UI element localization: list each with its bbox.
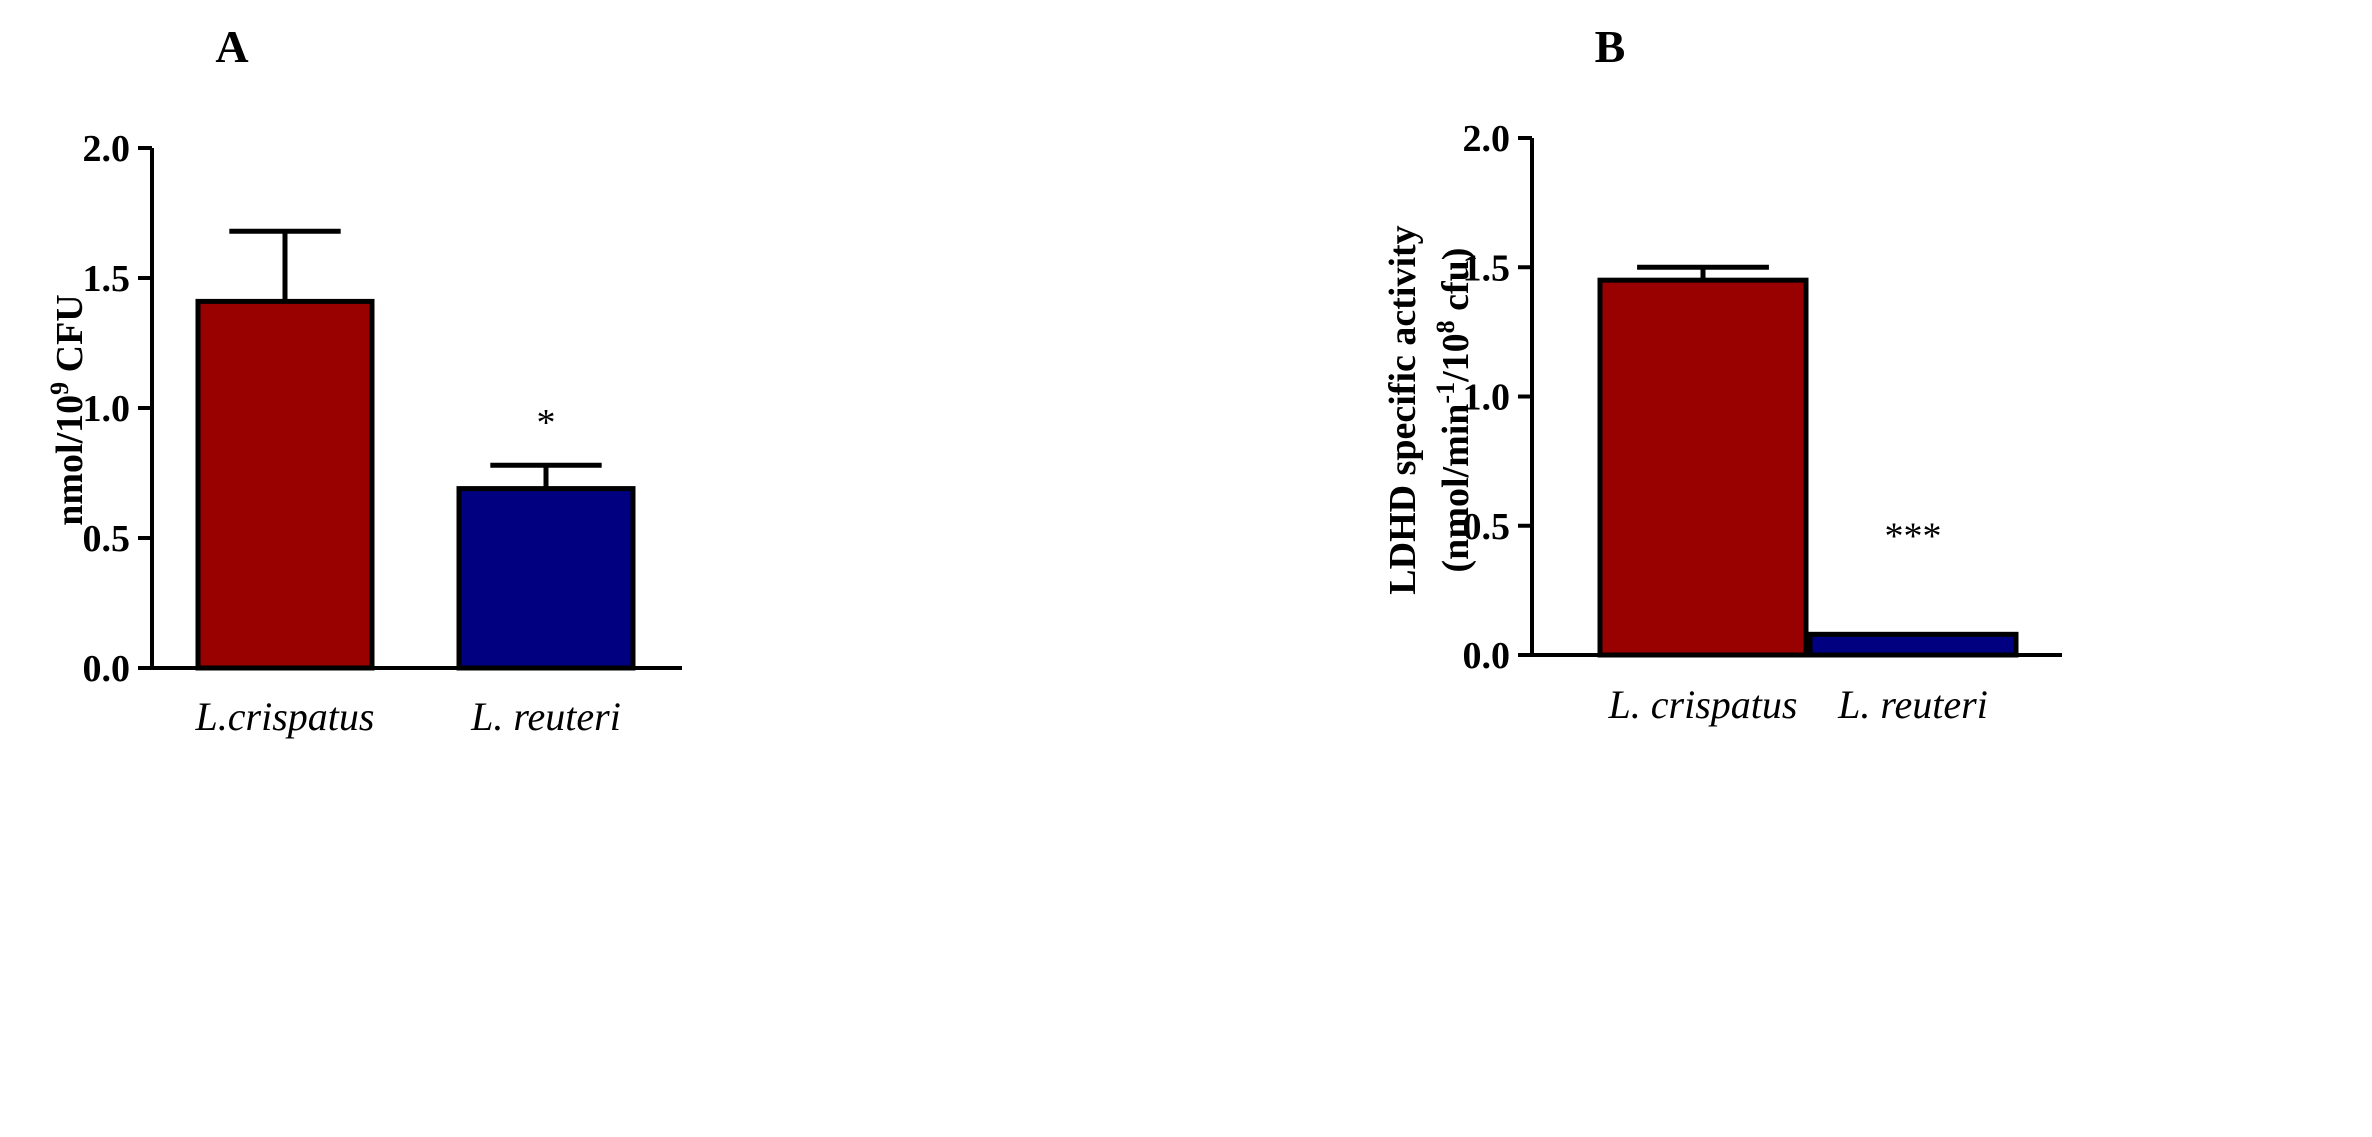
panel-a-ylabel: nmol/109 CFU bbox=[45, 294, 92, 526]
panel-a-bar bbox=[456, 486, 636, 671]
panel-a-category-label: L.crispatus bbox=[195, 694, 375, 739]
panel-b: B LDHD specific activity (nmol/min-1/108… bbox=[1382, 21, 2062, 727]
panel-a: A nmol/109 CFU 0.0 0.5 1.0 1.5 2.0 * L.crisp… bbox=[45, 21, 682, 739]
panel-a-category-label: L. reuteri bbox=[470, 694, 621, 739]
panel-b-ytick-label: 2.0 bbox=[1463, 118, 1511, 160]
panel-b-significance-marker: *** bbox=[1885, 515, 1942, 557]
panel-b-ylabel-line1: LDHD specific activity bbox=[1382, 225, 1424, 594]
panel-a-significance-marker: * bbox=[537, 402, 556, 444]
panel-a-bar bbox=[195, 298, 375, 671]
panel-a-ytick-label: 1.0 bbox=[83, 388, 131, 430]
panel-b-bar bbox=[1807, 631, 2019, 658]
panel-b-category-label: L. crispatus bbox=[1608, 682, 1798, 727]
panel-b-category-label: L. reuteri bbox=[1837, 682, 1988, 727]
panel-a-ytick-label: 1.5 bbox=[83, 258, 131, 300]
panel-b-ytick-label: 0.0 bbox=[1463, 635, 1511, 677]
panel-b-ytick-label: 0.5 bbox=[1463, 506, 1511, 548]
panel-a-ytick-label: 0.0 bbox=[83, 648, 131, 690]
panel-b-bar bbox=[1597, 277, 1809, 658]
panel-a-ytick-label: 2.0 bbox=[83, 128, 131, 170]
panel-b-ylabel-line2: (nmol/min-1/108 cfu) bbox=[1431, 248, 1478, 573]
panel-b-ytick-label: 1.5 bbox=[1463, 247, 1511, 289]
panel-b-ytick-label: 1.0 bbox=[1463, 377, 1511, 419]
panel-a-ytick-label: 0.5 bbox=[83, 518, 131, 560]
panel-a-letter: A bbox=[215, 21, 248, 72]
panel-b-letter: B bbox=[1595, 21, 1626, 72]
